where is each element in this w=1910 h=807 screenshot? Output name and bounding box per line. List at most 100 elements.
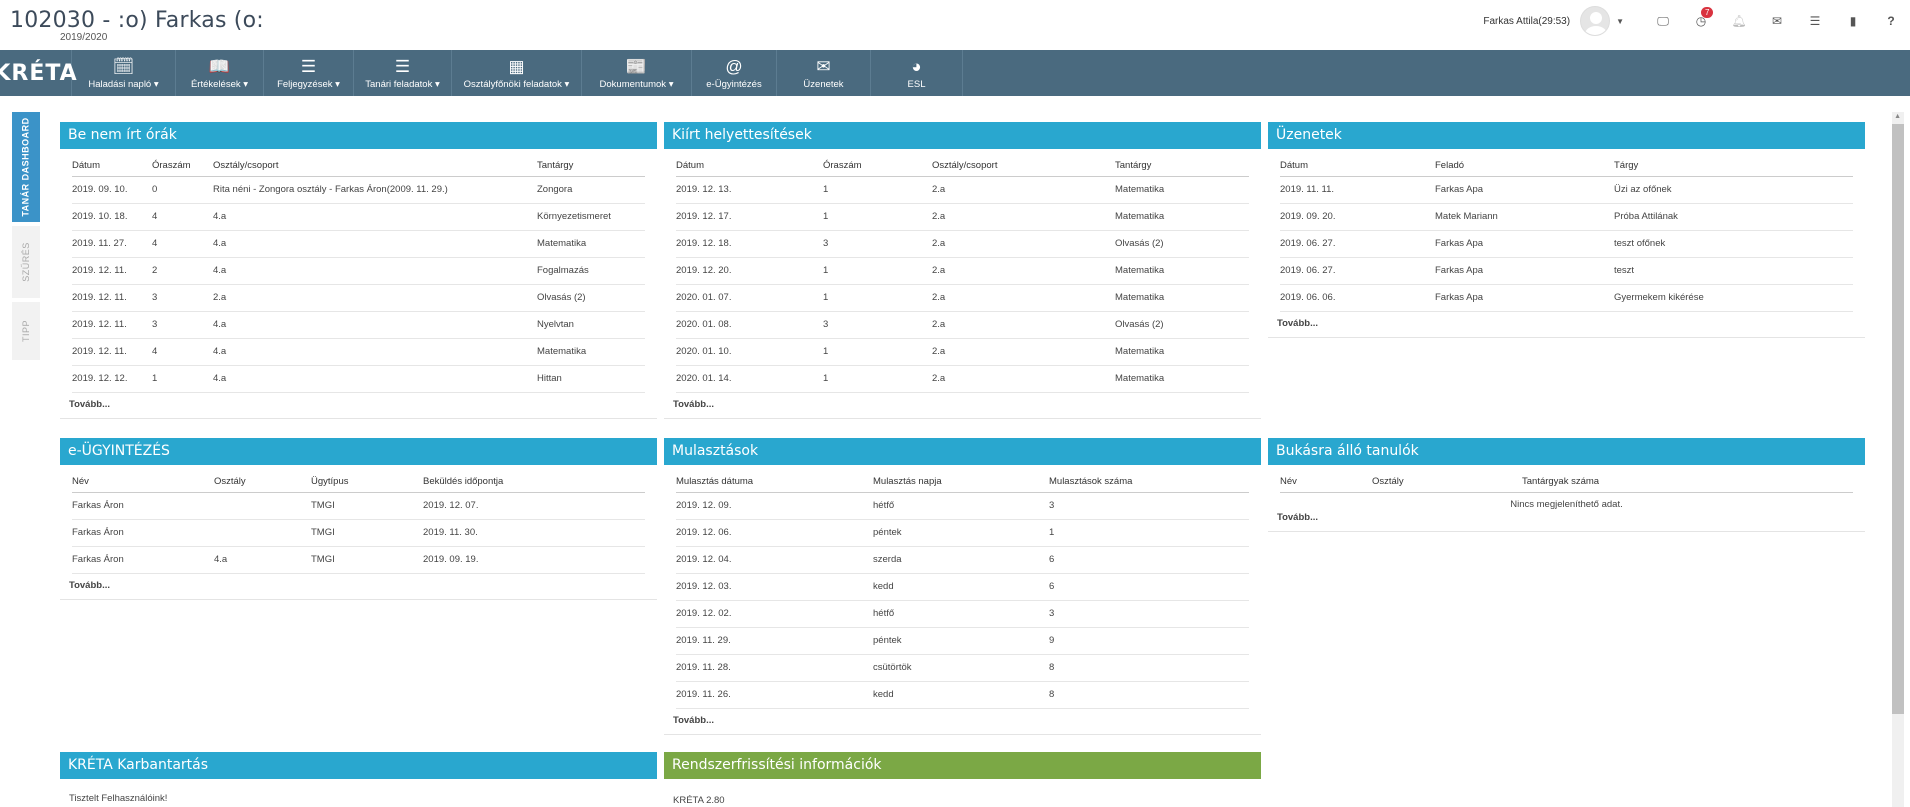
table-row[interactable]: 2019. 12. 09. hétfő 3 <box>676 492 1249 520</box>
nav-e-ugyintezes[interactable]: @ e-Ügyintézés <box>692 50 777 96</box>
table-cell: Olvasás (2) <box>1115 230 1249 258</box>
more-link[interactable]: Tovább... <box>69 398 110 410</box>
kreta-logo[interactable]: KRÉTA <box>0 50 77 96</box>
nav-esl[interactable]: ◕ ESL <box>871 50 963 96</box>
table-row[interactable]: 2020. 01. 07. 1 2.a Matematika <box>676 284 1249 312</box>
table-row[interactable]: 2020. 01. 10. 1 2.a Matematika <box>676 338 1249 366</box>
table-row[interactable]: 2020. 01. 14. 1 2.a Matematika <box>676 365 1249 393</box>
table-row[interactable]: Farkas Áron TMGI 2019. 12. 07. <box>72 492 645 520</box>
table-row[interactable]: 2019. 12. 11. 3 2.a Olvasás (2) <box>72 284 645 312</box>
table-row[interactable]: 2019. 09. 20. Matek Mariann Próba Attilána… <box>1280 203 1853 231</box>
monitor-icon[interactable]: 🖵 <box>1657 13 1669 28</box>
tab-tipp[interactable]: TIPP <box>12 302 40 360</box>
column-header[interactable]: Név <box>72 471 214 493</box>
version-text: KRÉTA 2.80 <box>673 795 725 806</box>
column-header[interactable]: Feladó <box>1435 155 1614 177</box>
panel-title: Be nem írt órák <box>60 122 657 149</box>
table-row[interactable]: 2019. 09. 10. 0 Rita néni - Zongora osztál… <box>72 176 645 204</box>
column-header[interactable]: Mulasztás dátuma <box>676 471 873 493</box>
column-header[interactable]: Osztály <box>1372 471 1522 493</box>
table-row[interactable]: 2019. 12. 12. 1 4.a Hittan <box>72 365 645 393</box>
column-header[interactable]: Dátum <box>676 155 823 177</box>
table-cell: Farkas Apa <box>1435 176 1614 204</box>
more-link[interactable]: Tovább... <box>69 579 110 591</box>
maintenance-text: Tisztelt Felhasználóink! <box>69 793 168 804</box>
table-row[interactable]: 2019. 12. 20. 1 2.a Matematika <box>676 257 1249 285</box>
table-row[interactable]: Farkas Áron TMGI 2019. 11. 30. <box>72 519 645 547</box>
more-link[interactable]: Tovább... <box>673 714 714 726</box>
column-header[interactable]: Osztály <box>214 471 311 493</box>
table-row[interactable]: 2019. 12. 03. kedd 6 <box>676 573 1249 601</box>
user-name[interactable]: Farkas Attila(29:53) <box>1483 15 1571 27</box>
avatar[interactable] <box>1580 6 1611 36</box>
table-cell: 2020. 01. 07. <box>676 284 823 312</box>
column-header[interactable]: Óraszám <box>823 155 932 177</box>
column-header[interactable]: Dátum <box>1280 155 1435 177</box>
nav-tanari-feladatok[interactable]: ☰ Tanári feladatok ▾ <box>354 50 452 96</box>
clock-icon[interactable]: ◷ 7 <box>1682 7 1720 28</box>
table-row[interactable]: 2019. 12. 13. 1 2.a Matematika <box>676 176 1249 204</box>
table-cell: Matematika <box>1115 257 1249 285</box>
nav-dokumentumok[interactable]: 📰 Dokumentumok ▾ <box>582 50 692 96</box>
table-cell: 3 <box>1049 600 1249 628</box>
column-header[interactable]: Mulasztás napja <box>873 471 1049 493</box>
nav-ertekelesek[interactable]: 📖 Értékelések ▾ <box>176 50 264 96</box>
table-row[interactable]: 2019. 12. 11. 2 4.a Fogalmazás <box>72 257 645 285</box>
column-header[interactable]: Ügytípus <box>311 471 423 493</box>
main-nav: KRÉTA 🗓 Haladási napló ▾ 📖 Értékelések ▾ ☰… <box>0 50 1910 96</box>
column-header[interactable]: Tantárgy <box>1115 155 1249 177</box>
list-icon[interactable]: ☰ <box>1809 14 1821 28</box>
table-row[interactable]: 2019. 12. 18. 3 2.a Olvasás (2) <box>676 230 1249 258</box>
tab-szures[interactable]: SZŰRÉS <box>12 226 40 298</box>
nav-osztalyfonoki-feladatok[interactable]: ▦ Osztályfőnöki feladatok ▾ <box>452 50 582 96</box>
more-link[interactable]: Tovább... <box>1277 317 1318 329</box>
nav-uzenetek[interactable]: ✉ Üzenetek <box>777 50 871 96</box>
table-row[interactable]: 2019. 11. 11. Farkas Apa Üzi az ofőnek <box>1280 176 1853 204</box>
table-row[interactable]: 2019. 12. 17. 1 2.a Matematika <box>676 203 1249 231</box>
table-row[interactable]: 2019. 06. 27. Farkas Apa teszt ofőnek <box>1280 230 1853 258</box>
table-row[interactable]: 2019. 10. 18. 4 4.a Környezetismeret <box>72 203 645 231</box>
nav-feljegyzesek[interactable]: ☰ Feljegyzések ▾ <box>264 50 354 96</box>
table-row[interactable]: 2019. 12. 06. péntek 1 <box>676 519 1249 547</box>
table-row[interactable]: 2019. 11. 29. péntek 9 <box>676 627 1249 655</box>
bell-icon[interactable]: 🔔︎ <box>1731 14 1747 28</box>
column-header[interactable]: Tantárgy <box>537 155 645 177</box>
tab-tanar-dashboard[interactable]: TANÁR DASHBOARD <box>12 112 40 222</box>
column-header[interactable]: Név <box>1280 471 1372 493</box>
table-cell: Matematika <box>1115 176 1249 204</box>
column-header[interactable]: Osztály/csoport <box>213 155 537 177</box>
table-row[interactable]: 2019. 11. 27. 4 4.a Matematika <box>72 230 645 258</box>
nav-haladasi-naplo[interactable]: 🗓 Haladási napló ▾ <box>72 50 176 96</box>
table-row[interactable]: 2019. 12. 02. hétfő 3 <box>676 600 1249 628</box>
more-link[interactable]: Tovább... <box>673 398 714 410</box>
more-link[interactable]: Tovább... <box>1277 511 1318 523</box>
panel-kiirt-helyettesitesek: Kiírt helyettesítések Dátum Óraszám Oszt… <box>664 122 1261 419</box>
column-header[interactable]: Tantárgyak száma <box>1522 471 1853 493</box>
table-row[interactable]: Farkas Áron 4.a TMGI 2019. 09. 19. <box>72 546 645 574</box>
table-row[interactable]: 2019. 11. 26. kedd 8 <box>676 681 1249 709</box>
table-row[interactable]: 2019. 12. 04. szerda 6 <box>676 546 1249 574</box>
column-header[interactable]: Beküldés időpontja <box>423 471 645 493</box>
column-header[interactable]: Óraszám <box>152 155 213 177</box>
table-row[interactable]: 2019. 06. 27. Farkas Apa teszt <box>1280 257 1853 285</box>
envelope-icon[interactable]: ✉ <box>1771 14 1783 28</box>
panel-rendszerfrissitesi-informaciok: Rendszerfrissítési információk KRÉTA 2.8… <box>664 752 1261 807</box>
column-header[interactable]: Dátum <box>72 155 152 177</box>
column-header[interactable]: Tárgy <box>1614 155 1853 177</box>
book-icon[interactable]: ▮ <box>1849 14 1857 28</box>
column-header[interactable]: Mulasztások száma <box>1049 471 1249 493</box>
table-cell: 6 <box>1049 546 1249 574</box>
table-cell: Farkas Áron <box>72 519 214 547</box>
help-icon[interactable]: ? <box>1887 14 1895 28</box>
scroll-up-arrow[interactable]: ▲ <box>1894 113 1901 120</box>
at-icon: @ <box>725 56 743 76</box>
scrollbar-thumb[interactable] <box>1892 124 1904 714</box>
table-row[interactable]: 2019. 11. 28. csütörtök 8 <box>676 654 1249 682</box>
table-row[interactable]: 2019. 12. 11. 4 4.a Matematika <box>72 338 645 366</box>
table-row[interactable]: 2020. 01. 08. 3 2.a Olvasás (2) <box>676 311 1249 339</box>
table-row[interactable]: 2019. 06. 06. Farkas Apa Gyermekem kikérés… <box>1280 284 1853 312</box>
column-header[interactable]: Osztály/csoport <box>932 155 1115 177</box>
chevron-down-icon[interactable]: ▼ <box>1616 16 1624 26</box>
table-cell: 2019. 11. 27. <box>72 230 152 258</box>
table-row[interactable]: 2019. 12. 11. 3 4.a Nyelvtan <box>72 311 645 339</box>
